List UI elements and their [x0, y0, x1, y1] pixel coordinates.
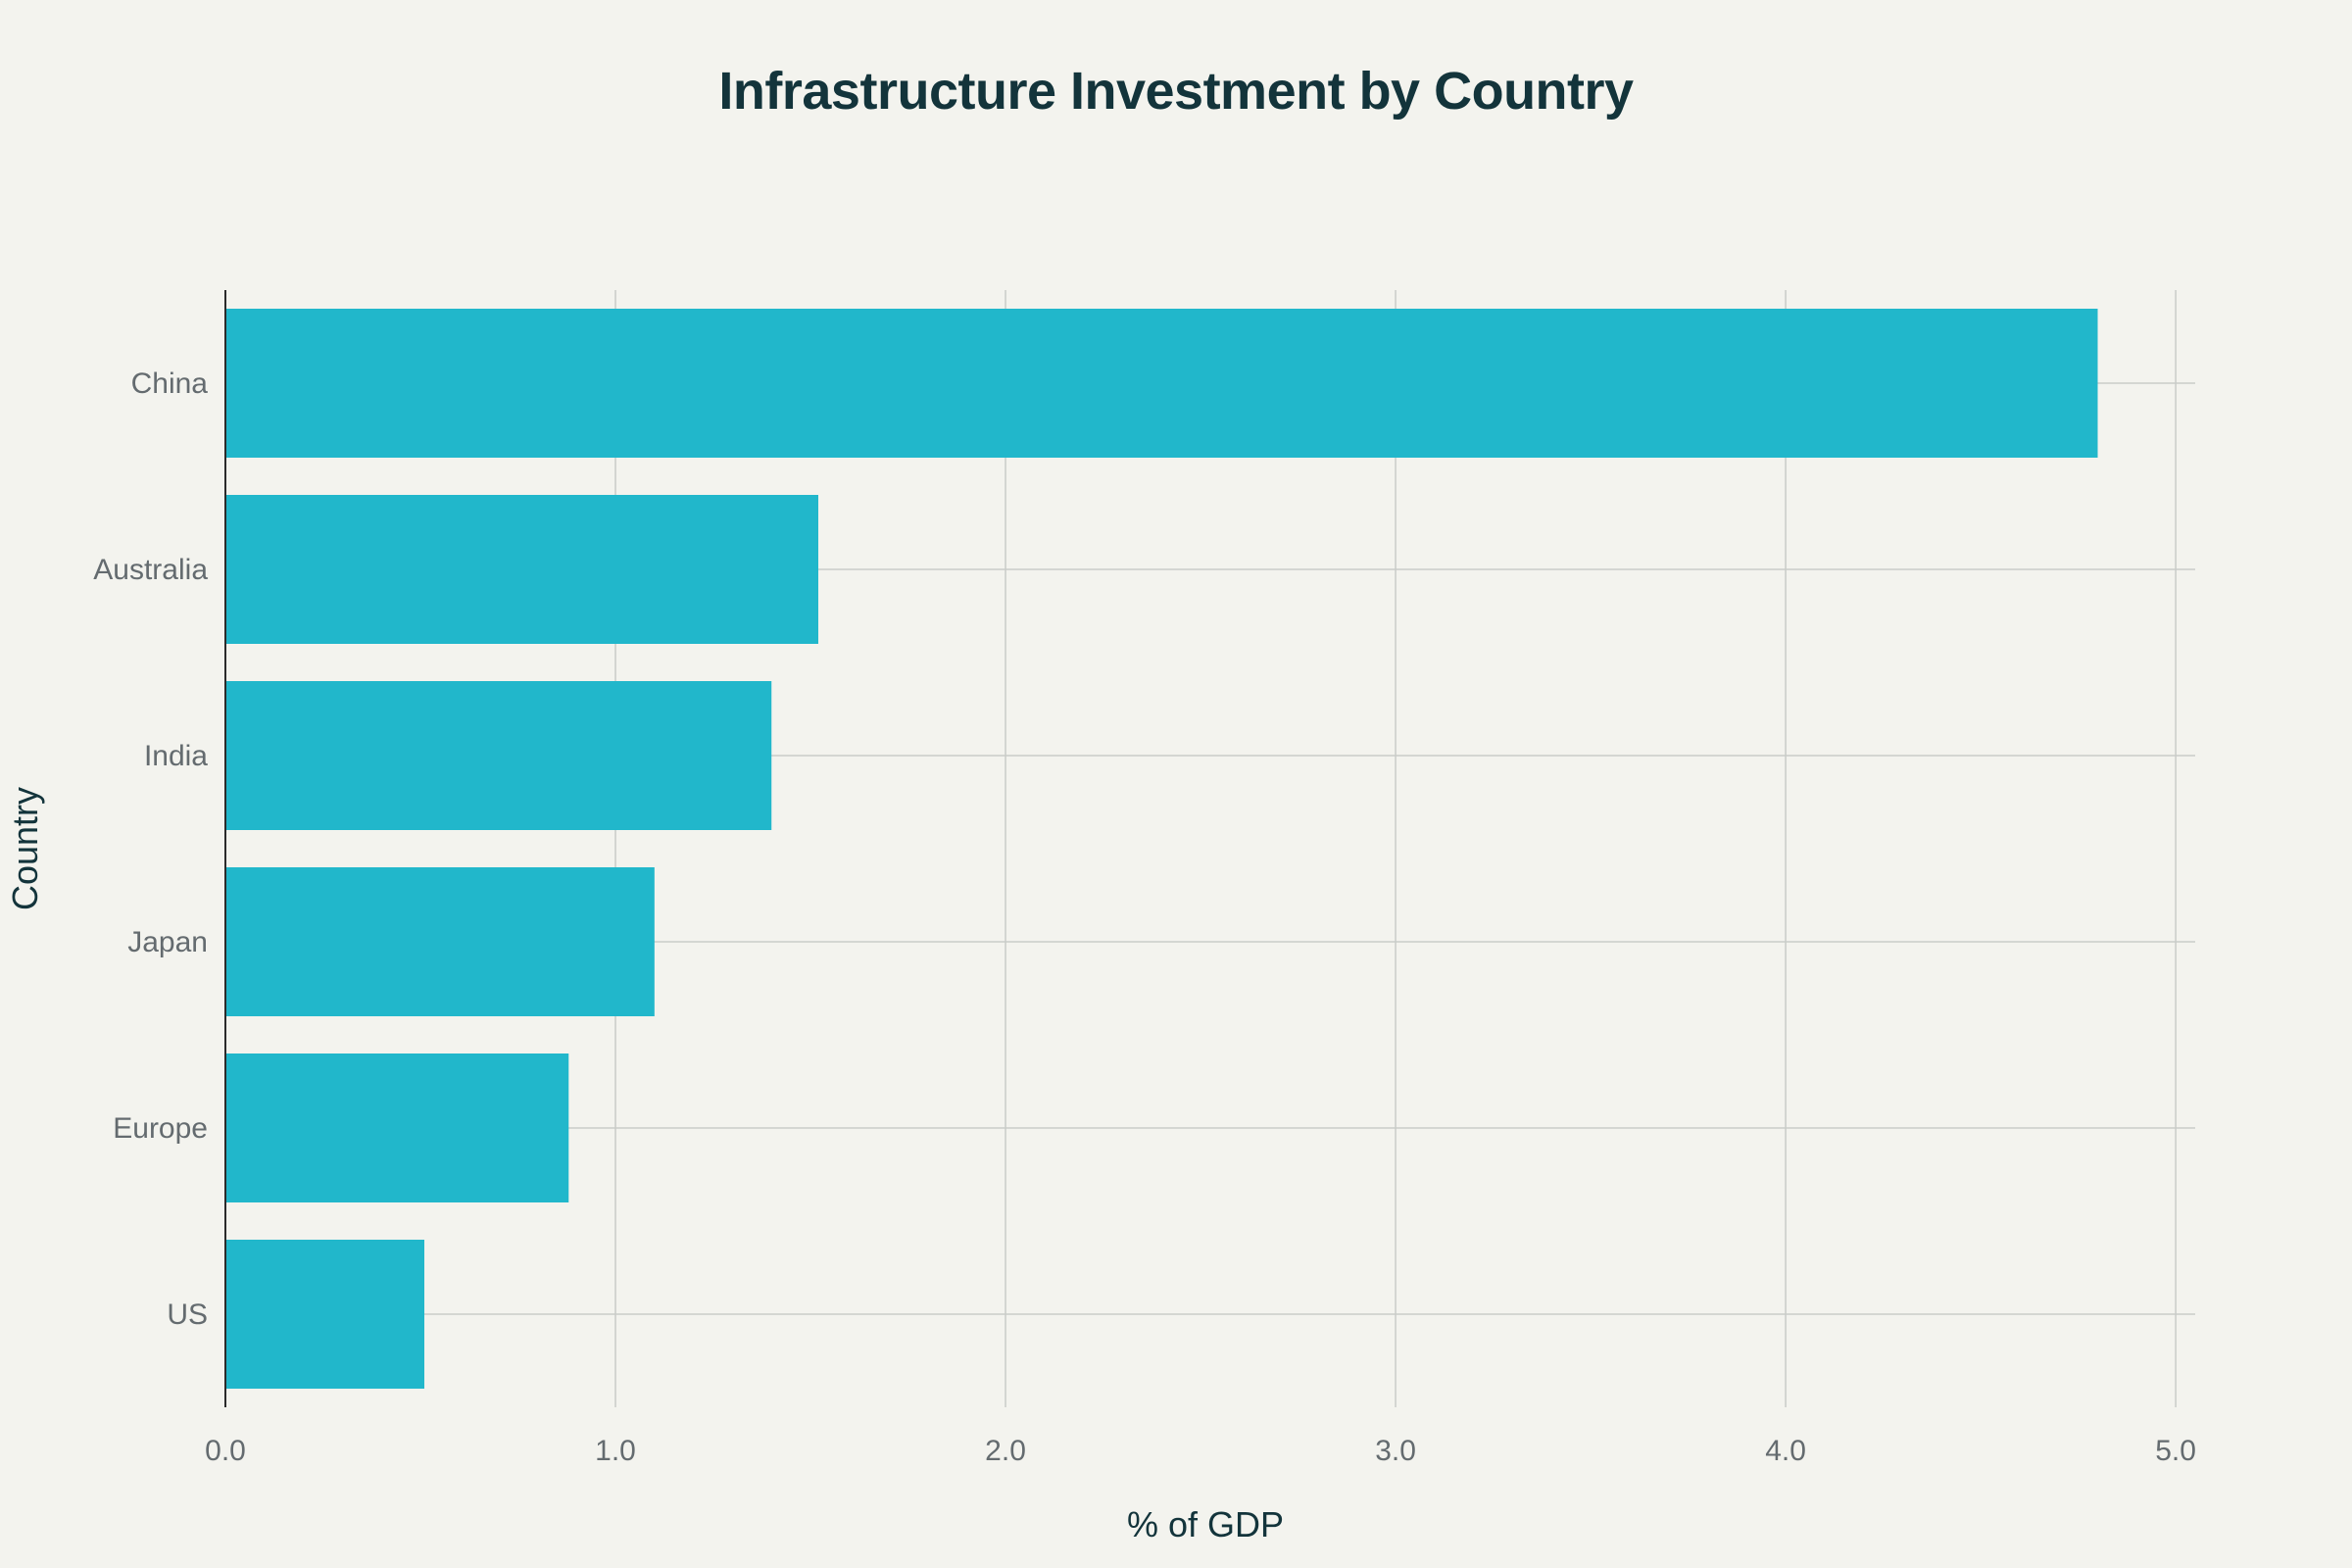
x-tick-label: 3.0: [1375, 1435, 1416, 1467]
bar-europe: [225, 1054, 569, 1202]
y-tick-label: Europe: [113, 1112, 208, 1145]
bar-us: [225, 1240, 424, 1389]
x-tick-label: 1.0: [595, 1435, 636, 1467]
x-tick-label: 4.0: [1765, 1435, 1806, 1467]
y-axis-title: Country: [5, 786, 45, 911]
y-tick-labels: China Australia India Japan Europe US: [93, 368, 208, 1331]
x-tick-labels: 0.0 1.0 2.0 3.0 4.0 5.0: [205, 1435, 2196, 1467]
x-tick-label: 2.0: [985, 1435, 1026, 1467]
bar-australia: [225, 495, 818, 644]
y-tick-label: India: [144, 740, 208, 772]
y-tick-label: China: [131, 368, 209, 400]
bar-japan: [225, 867, 655, 1016]
x-tick-label: 5.0: [2155, 1435, 2196, 1467]
y-tick-label: US: [167, 1298, 208, 1331]
y-tick-label: Australia: [93, 554, 208, 586]
bar-india: [225, 681, 772, 830]
bar-china: [225, 309, 2098, 458]
bars: [225, 309, 2098, 1389]
y-tick-label: Japan: [127, 926, 208, 958]
chart-title: Infrastructure Investment by Country: [718, 62, 1634, 121]
x-tick-label: 0.0: [205, 1435, 246, 1467]
x-axis-title: % of GDP: [1126, 1504, 1285, 1544]
